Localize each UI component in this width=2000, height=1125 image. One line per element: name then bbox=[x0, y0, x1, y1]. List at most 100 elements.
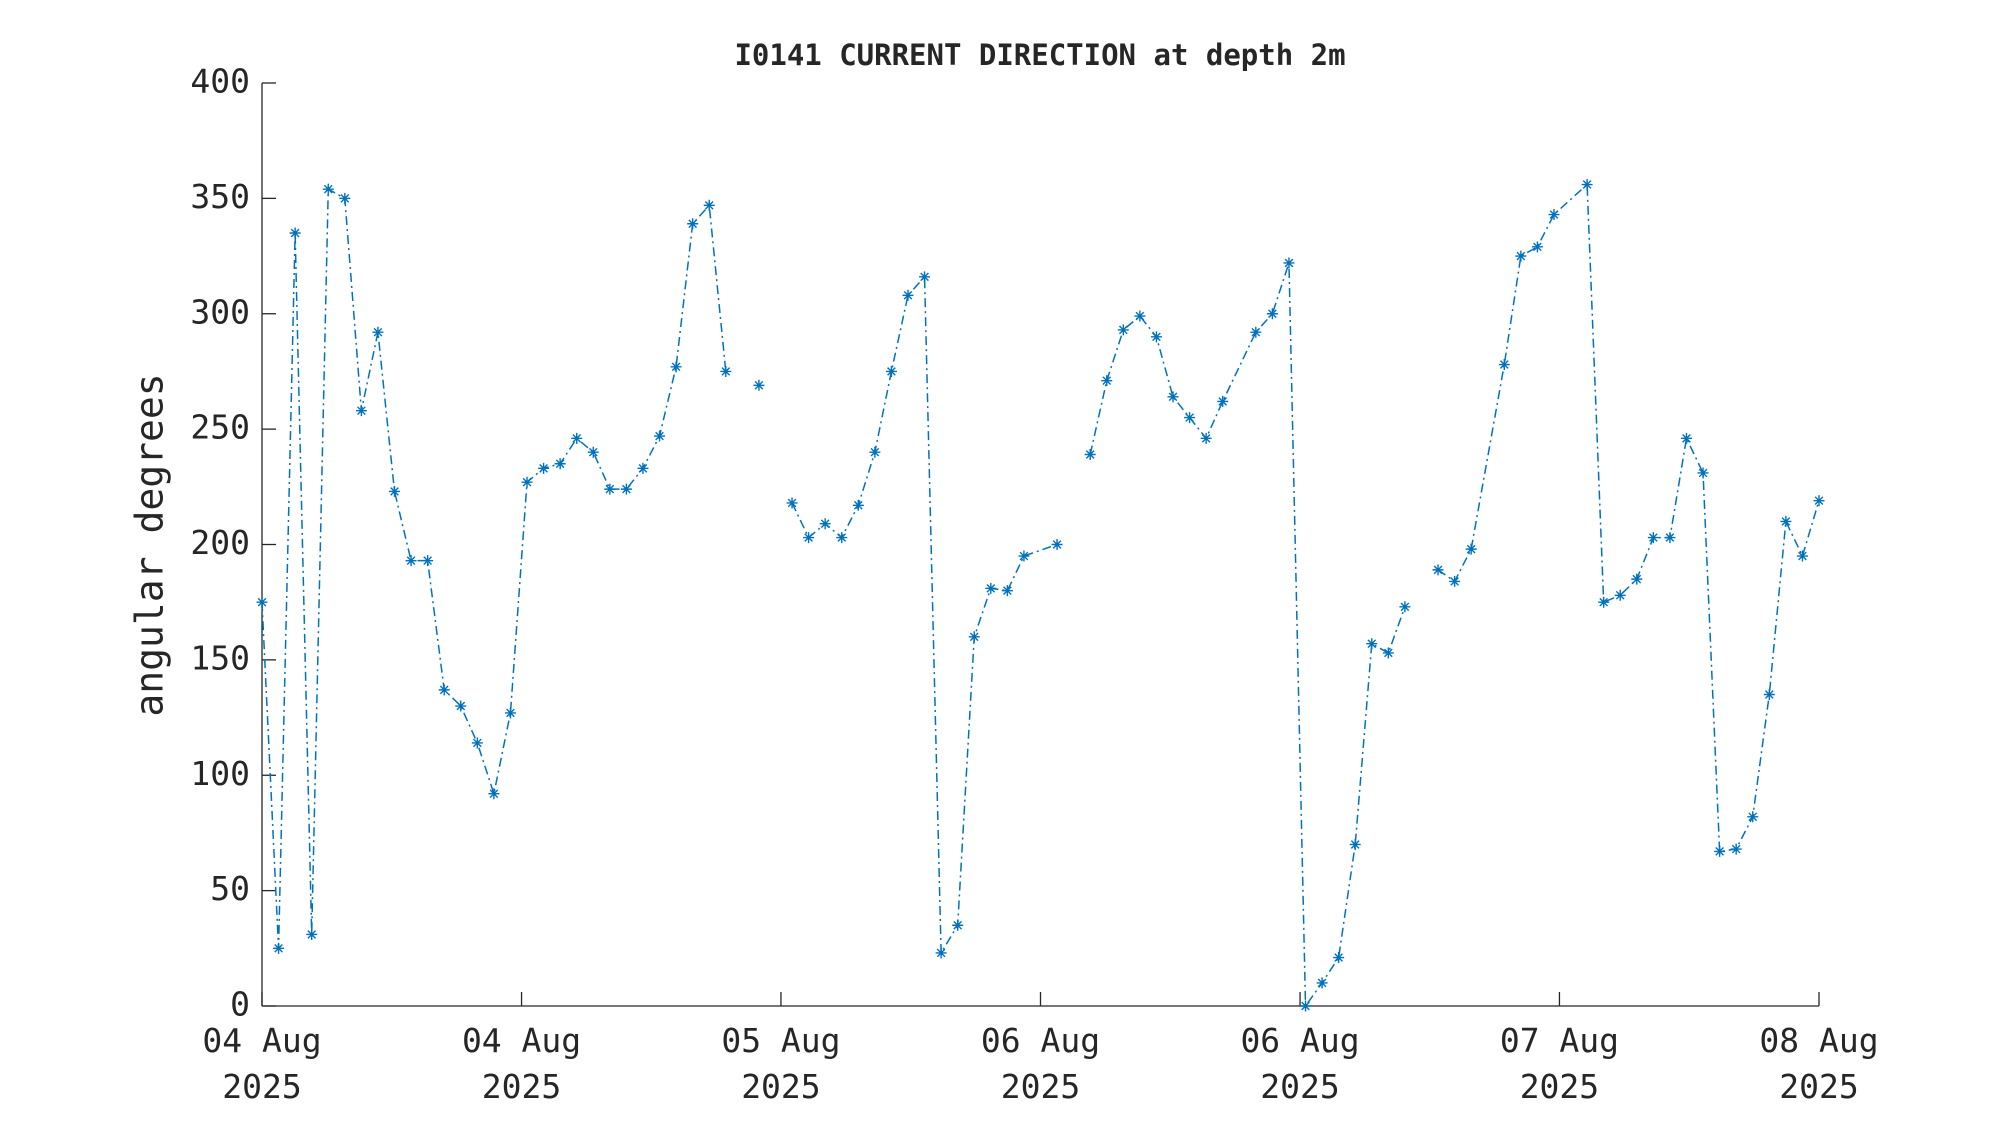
data-point bbox=[571, 432, 583, 444]
data-point bbox=[455, 700, 467, 712]
data-point bbox=[604, 483, 616, 495]
data-point bbox=[405, 555, 417, 567]
data-point bbox=[256, 596, 268, 608]
data-point bbox=[1300, 1000, 1312, 1012]
data-point bbox=[1631, 573, 1643, 585]
data-point bbox=[1680, 432, 1692, 444]
data-point bbox=[985, 582, 997, 594]
y-tick-label: 0 bbox=[230, 985, 250, 1024]
data-point bbox=[753, 379, 765, 391]
data-point bbox=[1730, 843, 1742, 855]
data-point bbox=[1382, 647, 1394, 659]
data-point bbox=[1316, 977, 1328, 989]
y-tick-label: 250 bbox=[190, 408, 250, 447]
data-point bbox=[687, 218, 699, 230]
data-point bbox=[654, 430, 666, 442]
data-point bbox=[1349, 838, 1361, 850]
data-point bbox=[952, 919, 964, 931]
data-point bbox=[1250, 326, 1262, 338]
data-point bbox=[852, 499, 864, 511]
data-point bbox=[1184, 412, 1196, 424]
y-tick-label: 200 bbox=[190, 523, 250, 562]
data-point bbox=[902, 289, 914, 301]
data-point bbox=[1101, 375, 1113, 387]
x-tick-label: 07 Aug 2025 bbox=[1499, 1021, 1620, 1106]
data-point bbox=[1531, 241, 1543, 253]
data-point bbox=[1747, 811, 1759, 823]
data-point bbox=[1167, 391, 1179, 403]
data-point bbox=[968, 631, 980, 643]
data-point bbox=[803, 532, 815, 544]
data-point bbox=[339, 192, 351, 204]
x-tick-label: 06 Aug 2025 bbox=[980, 1021, 1101, 1106]
x-tick-label: 04 Aug 2025 bbox=[461, 1021, 582, 1106]
data-point bbox=[1217, 395, 1229, 407]
data-point bbox=[1664, 532, 1676, 544]
data-point bbox=[1763, 688, 1775, 700]
data-point bbox=[1780, 515, 1792, 527]
data-point bbox=[504, 707, 516, 719]
data-point bbox=[919, 271, 931, 283]
data-point bbox=[1697, 467, 1709, 479]
data-point bbox=[488, 788, 500, 800]
x-tick-label: 05 Aug 2025 bbox=[721, 1021, 841, 1106]
data-point bbox=[1581, 179, 1593, 191]
data-point bbox=[703, 199, 715, 211]
data-point bbox=[637, 462, 649, 474]
data-point bbox=[306, 928, 318, 940]
data-point bbox=[372, 326, 384, 338]
data-point bbox=[1498, 359, 1510, 371]
data-point bbox=[322, 183, 334, 195]
data-point bbox=[869, 446, 881, 458]
data-point bbox=[1465, 543, 1477, 555]
y-tick-label: 300 bbox=[190, 292, 250, 331]
y-tick-label: 50 bbox=[210, 869, 250, 908]
data-point bbox=[355, 405, 367, 417]
data-point bbox=[1200, 432, 1212, 444]
x-tick-label: 04 Aug 2025 bbox=[202, 1021, 322, 1106]
x-tick-label: 06 Aug 2025 bbox=[1240, 1021, 1360, 1106]
data-point bbox=[438, 684, 450, 696]
data-point bbox=[1266, 308, 1278, 320]
data-point bbox=[1647, 532, 1659, 544]
data-point bbox=[935, 947, 947, 959]
data-point bbox=[1001, 585, 1013, 597]
data-point bbox=[885, 365, 897, 377]
y-tick-label: 100 bbox=[190, 754, 250, 793]
data-point bbox=[289, 227, 301, 239]
data-point bbox=[1051, 539, 1063, 550]
data-point bbox=[670, 361, 682, 373]
data-point bbox=[620, 483, 632, 495]
data-point bbox=[471, 737, 483, 749]
chart-title: I0141 CURRENT DIRECTION at depth 2m bbox=[734, 38, 1345, 72]
data-point bbox=[1018, 550, 1030, 562]
data-point bbox=[1134, 310, 1146, 322]
data-point bbox=[836, 532, 848, 544]
data-point bbox=[1366, 638, 1378, 650]
y-tick-label: 400 bbox=[190, 62, 250, 101]
data-point bbox=[1084, 449, 1096, 461]
data-point bbox=[538, 462, 550, 474]
data-point bbox=[1796, 550, 1808, 562]
data-point bbox=[819, 518, 831, 530]
data-point bbox=[1614, 589, 1626, 601]
data-point bbox=[521, 476, 533, 488]
data-line bbox=[261, 182, 1820, 1009]
data-point bbox=[1333, 952, 1345, 964]
data-point bbox=[1515, 250, 1527, 262]
data-point bbox=[1548, 209, 1560, 221]
data-point bbox=[554, 458, 566, 470]
y-tick-label: 150 bbox=[190, 638, 250, 677]
y-tick-label: 350 bbox=[190, 177, 250, 216]
data-point bbox=[273, 942, 285, 954]
data-point bbox=[389, 485, 401, 497]
data-point bbox=[1449, 575, 1461, 587]
y-axis-label: angular degrees bbox=[128, 373, 172, 716]
data-point bbox=[1399, 601, 1411, 613]
data-point bbox=[1598, 596, 1610, 608]
x-tick-label: 08 Aug 2025 bbox=[1759, 1021, 1879, 1106]
data-point bbox=[720, 365, 732, 377]
data-point bbox=[1150, 331, 1162, 343]
data-point bbox=[1283, 257, 1295, 269]
